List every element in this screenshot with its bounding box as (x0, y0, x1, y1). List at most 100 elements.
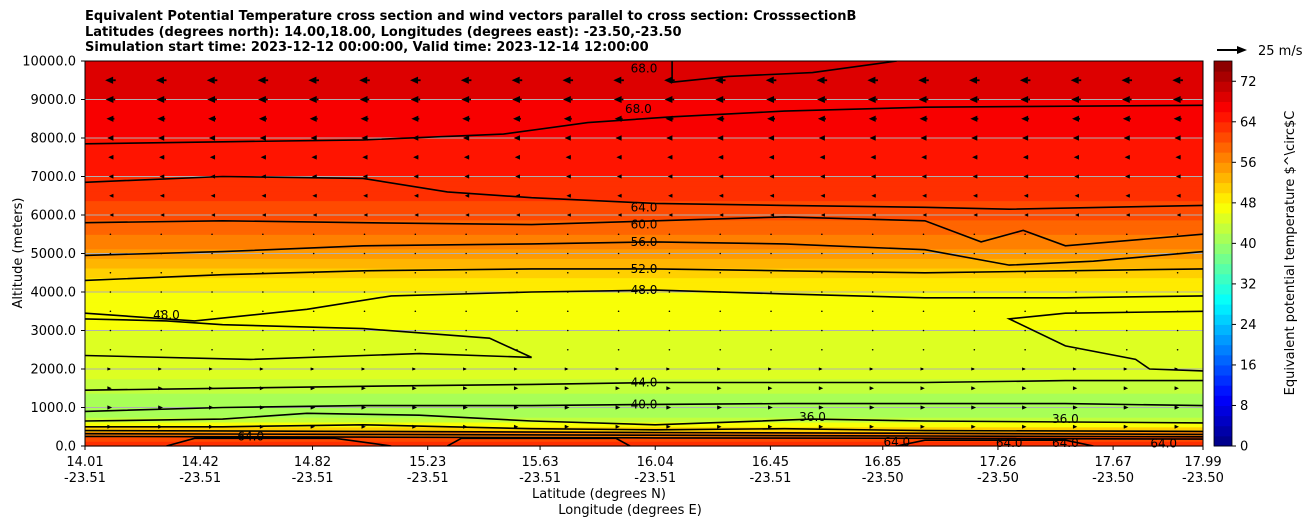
wind-reference-key: 25 m/s (1217, 44, 1303, 59)
wind-vector (719, 291, 722, 293)
wind-vector-head (308, 95, 317, 104)
x-tick-label-lat: 17.67 (1095, 455, 1132, 470)
wind-vector-head (1072, 135, 1079, 141)
wind-vector (465, 348, 467, 351)
y-tick-label: 6000.0 (31, 209, 77, 224)
fill-band (85, 243, 1203, 250)
colorbar-swatch (1214, 395, 1232, 406)
wind-vector (1125, 291, 1128, 293)
colorbar-swatch (1214, 304, 1232, 315)
wind-vector (211, 252, 213, 255)
wind-vector (363, 252, 366, 255)
wind-vector-head (665, 115, 673, 122)
wind-vector-head (614, 115, 622, 122)
wind-vector-head (1174, 424, 1179, 429)
wind-vector-head (1121, 76, 1130, 84)
wind-vector-head (157, 115, 165, 122)
contour-label: 64.0 (631, 200, 658, 214)
x-axis: 14.01-23.5114.42-23.5114.82-23.5115.23-2… (64, 446, 1224, 486)
wind-vector-head (259, 386, 265, 391)
colorbar-swatch (1214, 385, 1232, 396)
wind-vector (312, 310, 315, 313)
wind-vector-head (564, 135, 571, 141)
fill-band (85, 147, 1203, 154)
wind-vector-head (566, 213, 571, 217)
colorbar-swatch (1214, 71, 1232, 82)
wind-vector-head (770, 213, 775, 217)
wind-vector (821, 348, 823, 351)
contour-label: 64.0 (237, 429, 264, 443)
wind-vector (414, 329, 417, 332)
wind-vector-head (1175, 174, 1181, 179)
wind-vector-head (463, 367, 467, 371)
contour-line (671, 61, 897, 84)
wind-vector-head (410, 95, 419, 104)
wind-vector (821, 291, 823, 293)
x-tick-label-lat: 14.82 (294, 455, 331, 470)
colorbar-swatch (1214, 101, 1232, 113)
wind-vector-head (259, 367, 264, 371)
wind-vector-head (869, 424, 875, 429)
wind-vector-head (107, 367, 112, 371)
wind-vector-head (1023, 193, 1029, 198)
wind-vector-head (511, 76, 520, 84)
wind-vector (211, 348, 213, 351)
wind-vector-head (107, 424, 112, 429)
wind-vector (821, 329, 823, 332)
wind-vector-head (969, 76, 978, 84)
wind-vector (312, 271, 315, 274)
title-line-2: Latitudes (degrees north): 14.00,18.00, … (85, 24, 682, 40)
wind-vector-head (1074, 193, 1079, 198)
x-tick-label-lat: 17.99 (1184, 455, 1221, 470)
contour-label: 64.0 (996, 436, 1023, 450)
wind-vector-head (768, 405, 773, 410)
x-tick-label-lon: -23.50 (977, 471, 1019, 486)
wind-vector-head (107, 386, 112, 391)
fill-band (85, 224, 1203, 231)
wind-vector (1024, 348, 1026, 351)
colorbar-tick-label: 48 (1240, 196, 1257, 211)
wind-vector-head (667, 174, 673, 179)
wind-vector (312, 291, 315, 293)
wind-vector-head (1022, 424, 1027, 429)
x-axis-label-lat: Latitude (degrees N) (532, 487, 666, 502)
wind-reference-label: 25 m/s (1258, 44, 1303, 59)
wind-vector-head (971, 386, 976, 391)
fill-band (85, 272, 1203, 279)
wind-vector-head (155, 76, 164, 84)
wind-vector (821, 310, 823, 313)
wind-vector (770, 348, 772, 351)
wind-vector (1024, 252, 1026, 255)
colorbar-swatch (1214, 415, 1232, 427)
wind-vector (1024, 310, 1026, 313)
wind-vector-head (765, 76, 774, 84)
fill-band (85, 113, 1203, 120)
wind-vector (211, 233, 213, 236)
fill-band (85, 373, 1203, 380)
contour-label: 56.0 (631, 235, 658, 249)
wind-vector (109, 233, 112, 236)
colorbar-swatch (1214, 435, 1232, 447)
wind-vector-head (361, 405, 367, 410)
fill-band (85, 89, 1203, 96)
wind-vector (516, 329, 518, 332)
wind-vector (109, 348, 112, 351)
colorbar-swatch (1214, 192, 1232, 204)
wind-vector-head (1176, 193, 1181, 198)
wind-vector-head (1124, 154, 1130, 160)
wind-vector (617, 233, 620, 236)
wind-vector-head (107, 135, 114, 141)
wind-vector (617, 252, 620, 255)
wind-vector (465, 271, 467, 274)
contour-label: 52.0 (631, 262, 658, 276)
x-tick-label-lat: 14.01 (66, 455, 103, 470)
colorbar-swatch (1214, 354, 1232, 366)
wind-vector-head (208, 115, 216, 122)
wind-vector (211, 310, 213, 313)
x-tick-label-lat: 16.04 (637, 455, 674, 470)
fill-band (85, 412, 1203, 418)
y-tick-label: 10000.0 (22, 55, 76, 70)
wind-vector-head (767, 135, 775, 141)
wind-vector-head (615, 424, 620, 429)
fill-band (85, 330, 1203, 336)
